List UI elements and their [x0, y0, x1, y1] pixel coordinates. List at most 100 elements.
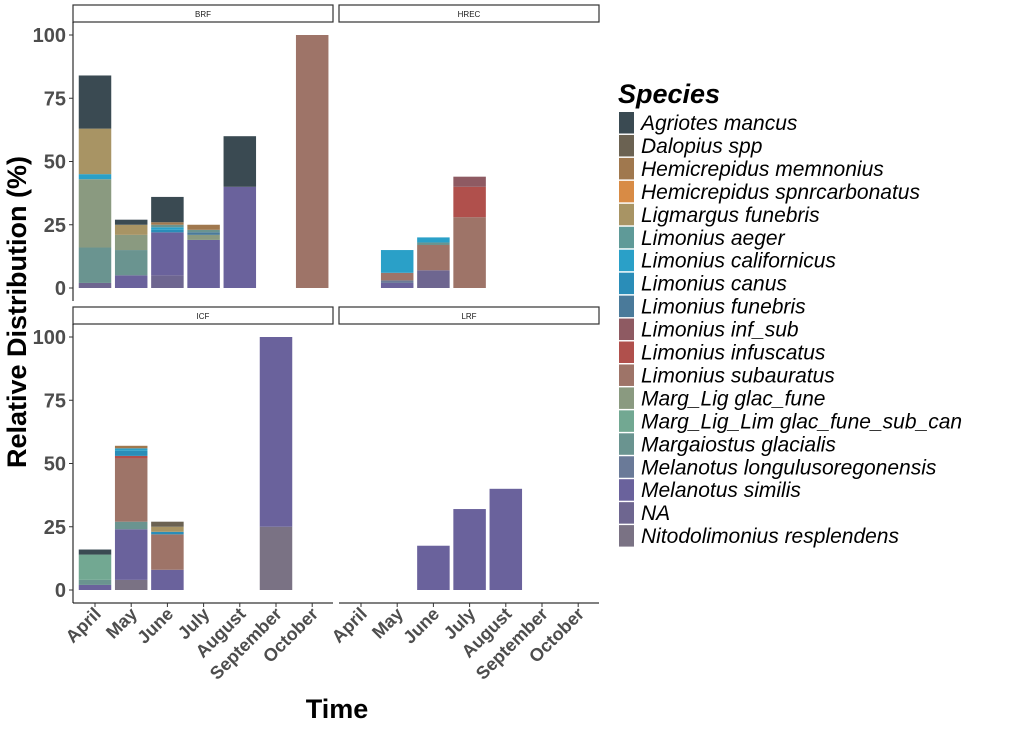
bar-segment-brf-june [151, 227, 184, 230]
y-tick-label: 25 [44, 215, 66, 237]
legend-key [619, 456, 634, 478]
bar-segment-icf-april [78, 549, 112, 555]
y-tick-label: 100 [33, 327, 66, 349]
legend-item: Dalopius spp [619, 134, 762, 158]
legend-key [619, 479, 634, 501]
bar-segment-brf-april [78, 75, 112, 129]
y-tick-label: 0 [55, 580, 66, 602]
y-tick-label: 25 [44, 517, 66, 539]
bar-segment-icf-june [151, 521, 184, 527]
facet-strip-label: HREC [458, 10, 481, 19]
bar-segment-brf-october [295, 35, 329, 288]
legend-key [619, 364, 634, 386]
legend-item: Limonius funebris [619, 295, 806, 319]
bar-segment-icf-june [151, 569, 184, 590]
legend-item: Margaiostus glacialis [619, 433, 836, 456]
legend-item: Agriotes mancus [619, 112, 798, 135]
legend-label: Nitodolimonius resplendens [641, 525, 899, 548]
legend-label: Margaiostus glacialis [641, 433, 836, 456]
bar-segment-icf-april [78, 579, 112, 585]
x-axis-title: Time [306, 694, 369, 724]
legend-item: Limonius infuscatus [619, 341, 826, 365]
bar-segment-icf-june [151, 526, 184, 532]
legend-key [619, 249, 634, 272]
bar-segment-brf-august [223, 186, 257, 288]
bar-segment-icf-september [259, 337, 293, 527]
bar-segment-brf-april [78, 174, 112, 180]
legend-key [619, 134, 634, 157]
y-axis-title: Relative Distribution (%) [2, 156, 32, 468]
x-tick-label: April [62, 604, 105, 647]
facet-strip-label: BRF [195, 10, 211, 19]
bar-segment-icf-may [114, 521, 148, 530]
legend-item: Melanotus similis [619, 479, 801, 502]
facet-strip-label: LRF [461, 312, 476, 321]
bar-segment-icf-may [114, 529, 148, 580]
legend-label: Agriotes mancus [639, 112, 798, 135]
legend-item: Ligmargus funebris [619, 203, 820, 227]
bar-segment-brf-april [78, 282, 112, 288]
x-tick-label: June [133, 604, 177, 648]
legend-label: NA [641, 502, 670, 525]
y-tick-label: 50 [44, 152, 66, 174]
legend-label: Limonius aeger [641, 227, 786, 250]
legend-item: Hemicrepidus memnonius [619, 157, 884, 181]
bar-segment-brf-april [78, 128, 112, 175]
legend-key [619, 272, 634, 295]
bar-segment-brf-july [187, 239, 220, 288]
bar-segment-hrec-june [417, 242, 450, 245]
legend-label: Hemicrepidus spnrcarbonatus [641, 181, 920, 204]
legend-label: Limonius subauratus [641, 364, 835, 387]
facet-strip [338, 306, 600, 325]
legend-item: Limonius californicus [619, 249, 836, 273]
bar-segment-brf-june [151, 196, 184, 223]
legend-item: NA [619, 502, 670, 525]
legend-key [619, 226, 634, 249]
legend-item: Nitodolimonius resplendens [619, 525, 899, 548]
bar-segment-brf-june [151, 229, 184, 233]
legend-key [619, 341, 634, 363]
legend-label: Melanotus longulusoregonensis [641, 456, 937, 479]
bar-segment-hrec-may [380, 272, 414, 281]
bar-segment-brf-july [187, 234, 220, 240]
legend-title: Species [618, 79, 720, 109]
bar-segment-icf-june [151, 534, 184, 570]
bar-segment-icf-april [78, 554, 112, 580]
bar-segment-icf-may [114, 455, 148, 459]
bar-segment-brf-july [187, 224, 220, 230]
x-tick-label: June [399, 604, 443, 648]
legend-label: Dalopius spp [641, 135, 762, 158]
x-tick-label: May [368, 604, 407, 643]
bar-segment-hrec-june [417, 237, 450, 243]
bar-segment-brf-june [151, 275, 184, 288]
bar-segment-brf-june [151, 224, 184, 228]
bar-segment-brf-june [151, 222, 184, 225]
bar-segment-brf-april [78, 179, 112, 248]
y-tick-label: 50 [44, 454, 66, 476]
bar-segment-icf-may [114, 445, 148, 449]
bar-segment-icf-june [151, 531, 184, 535]
legend-item: Melanotus longulusoregonensis [619, 456, 937, 479]
bar-segment-hrec-june [417, 244, 450, 271]
bar-segment-icf-may [114, 450, 148, 456]
legend-key [619, 203, 634, 226]
legend-label: Limonius inf_sub [641, 319, 799, 342]
legend-label: Ligmargus funebris [641, 204, 820, 227]
bar-segment-brf-may [114, 234, 148, 251]
x-tick-label: May [102, 604, 141, 643]
bar-segment-icf-april [78, 584, 112, 590]
bar-segment-lrf-june [417, 545, 450, 590]
bar-segment-lrf-july [453, 509, 486, 590]
x-tick-label: April [328, 604, 371, 647]
bar-segment-hrec-may [380, 282, 414, 288]
y-tick-label: 75 [44, 88, 66, 110]
legend-key [619, 410, 634, 432]
bar-segment-icf-may [114, 448, 148, 451]
bar-segment-hrec-may [380, 250, 414, 273]
bar-segment-brf-may [114, 250, 148, 276]
bar-segment-hrec-july [453, 176, 486, 187]
legend-key [619, 157, 634, 180]
facet-strip-label: ICF [197, 312, 210, 321]
panel-brf: BRF 0 25 50 75 100 [33, 4, 334, 301]
